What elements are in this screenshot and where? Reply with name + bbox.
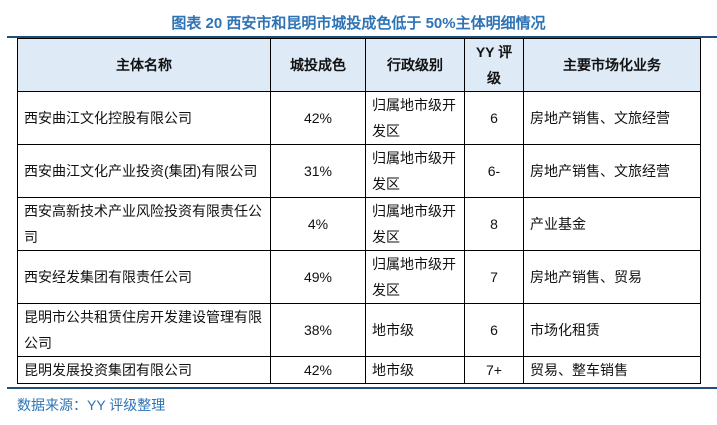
cell-ratio: 42%	[270, 356, 366, 384]
cell-business: 产业基金	[523, 197, 701, 251]
cell-ratio: 38%	[270, 303, 366, 357]
cell-business: 市场化租赁	[523, 303, 701, 357]
cell-entity-name: 西安高新技术产业风险投资有限责任公司	[17, 197, 271, 251]
cell-rating: 6	[464, 91, 524, 145]
cell-rating: 6	[464, 303, 524, 357]
cell-rating: 7+	[464, 356, 524, 384]
table-header-row: 主体名称 城投成色 行政级别 YY 评级 主要市场化业务	[17, 38, 701, 92]
cell-admin-level: 地市级	[365, 356, 465, 384]
source-note: 数据来源：YY 评级整理	[17, 397, 166, 413]
header-ratio: 城投成色	[270, 38, 366, 92]
table-row: 昆明发展投资集团有限公司 42% 地市级 7+ 贸易、整车销售	[17, 356, 701, 384]
cell-admin-level: 归属地市级开发区	[365, 197, 465, 251]
cell-entity-name: 西安曲江文化控股有限公司	[17, 91, 271, 145]
entity-table: 主体名称 城投成色 行政级别 YY 评级 主要市场化业务 西安曲江文化控股有限公…	[17, 38, 701, 384]
table-row: 西安曲江文化控股有限公司 42% 归属地市级开发区 6 房地产销售、文旅经营	[17, 91, 701, 145]
cell-business: 贸易、整车销售	[523, 356, 701, 384]
figure-title: 图表 20 西安市和昆明市城投成色低于 50%主体明细情况	[171, 15, 546, 32]
cell-admin-level: 归属地市级开发区	[365, 144, 465, 198]
cell-business: 房地产销售、文旅经营	[523, 91, 701, 145]
cell-ratio: 31%	[270, 144, 366, 198]
header-level: 行政级别	[365, 38, 465, 92]
cell-admin-level: 地市级	[365, 303, 465, 357]
table-row: 西安高新技术产业风险投资有限责任公司 4% 归属地市级开发区 8 产业基金	[17, 197, 701, 251]
cell-rating: 6-	[464, 144, 524, 198]
table-row: 西安经发集团有限责任公司 49% 归属地市级开发区 7 房地产销售、贸易	[17, 250, 701, 304]
bottom-rule	[7, 387, 717, 389]
cell-entity-name: 西安经发集团有限责任公司	[17, 250, 271, 304]
cell-rating: 7	[464, 250, 524, 304]
cell-entity-name: 昆明市公共租赁住房开发建设管理有限公司	[17, 303, 271, 357]
cell-ratio: 49%	[270, 250, 366, 304]
table-row: 西安曲江文化产业投资(集团)有限公司 31% 归属地市级开发区 6- 房地产销售、文旅经…	[17, 144, 701, 198]
header-rating: YY 评级	[464, 38, 524, 92]
cell-ratio: 42%	[270, 91, 366, 145]
table-row: 昆明市公共租赁住房开发建设管理有限公司 38% 地市级 6 市场化租赁	[17, 303, 701, 357]
header-business: 主要市场化业务	[523, 38, 701, 92]
cell-admin-level: 归属地市级开发区	[365, 91, 465, 145]
cell-ratio: 4%	[270, 197, 366, 251]
cell-entity-name: 西安曲江文化产业投资(集团)有限公司	[17, 144, 271, 198]
cell-admin-level: 归属地市级开发区	[365, 250, 465, 304]
cell-entity-name: 昆明发展投资集团有限公司	[17, 356, 271, 384]
cell-business: 房地产销售、文旅经营	[523, 144, 701, 198]
header-name: 主体名称	[17, 38, 271, 92]
top-rule	[7, 36, 717, 38]
cell-business: 房地产销售、贸易	[523, 250, 701, 304]
cell-rating: 8	[464, 197, 524, 251]
